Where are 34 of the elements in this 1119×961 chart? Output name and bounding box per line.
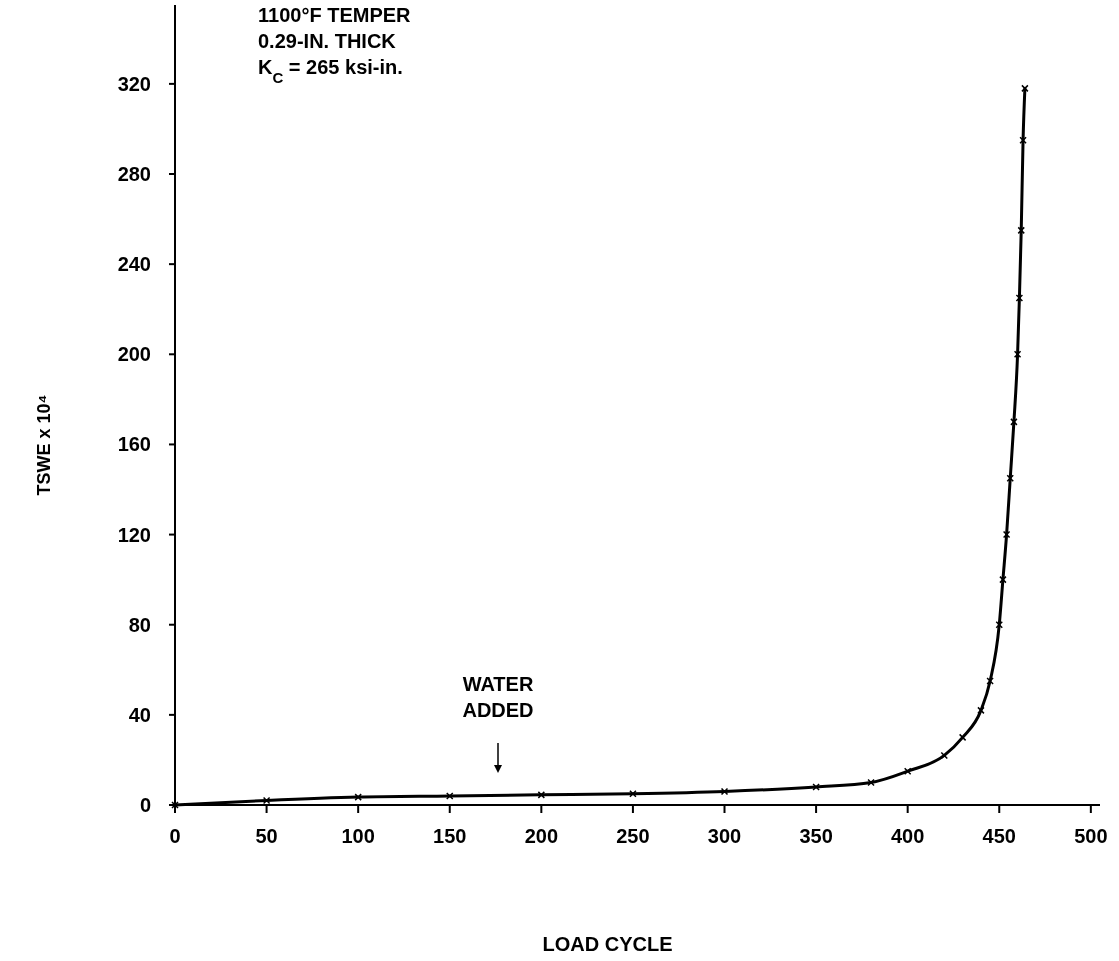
y-tick-label: 0 (139, 794, 151, 816)
y-tick-label: 80 (128, 613, 151, 636)
annotation: K$_{C}$ = 265 ksi-in. (258, 56, 403, 86)
point (1006, 474, 1014, 482)
y-tick-label: 160 (117, 433, 151, 456)
x-tick-label: 500 (1074, 825, 1108, 847)
annotation: 0.29-IN. THICK (258, 30, 397, 52)
y-tick-label: 240 (117, 253, 151, 276)
point (986, 677, 994, 685)
point (720, 787, 729, 796)
x-tick-label: 400 (890, 825, 925, 847)
x-tick-label: 50 (255, 825, 278, 847)
x-tick-label: 250 (616, 825, 650, 847)
y-tick-label: 280 (117, 163, 151, 186)
annotation: 1100°F TEMPER (258, 4, 412, 26)
x-axis-title: LOAD CYCLE (542, 933, 673, 955)
annotation: WATER ADDED (462, 673, 534, 721)
y-tick-label: 120 (117, 523, 151, 546)
point (354, 793, 362, 801)
y-tick-label: 40 (128, 703, 151, 726)
point (995, 620, 1004, 629)
x-tick-label: 450 (982, 825, 1016, 847)
x-tick-label: 0 (169, 825, 181, 847)
x-tick-label: 200 (524, 825, 559, 847)
y-tick-label: 320 (117, 72, 151, 95)
x-tick-label: 350 (799, 825, 833, 847)
y-axis-title: TSWE x 10⁴ (34, 394, 54, 496)
point (812, 783, 820, 791)
x-tick-label: 150 (433, 825, 467, 847)
point (1002, 530, 1011, 539)
point (1010, 418, 1018, 426)
y-tick-label: 200 (117, 343, 151, 366)
x-tick-label: 100 (341, 825, 375, 847)
x-tick-label: 300 (707, 825, 742, 847)
